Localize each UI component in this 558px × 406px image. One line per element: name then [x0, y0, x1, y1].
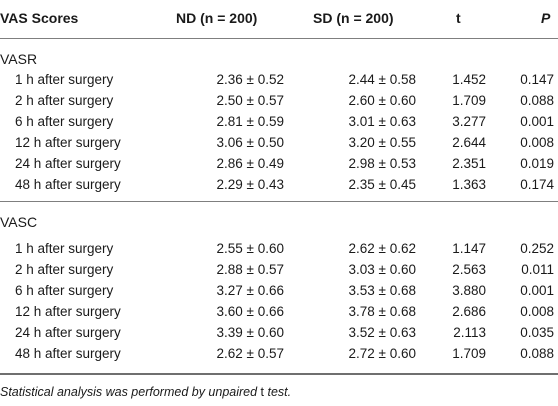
table-row: 12 h after surgery 3.06 ± 0.50 3.20 ± 0.… — [0, 133, 558, 153]
p-value: 0.008 — [520, 304, 554, 319]
row-time: 48 h after surgery — [15, 177, 121, 192]
row-time: 24 h after surgery — [15, 156, 121, 171]
nd-value: 3.06 ± 0.50 — [216, 135, 284, 150]
t-value: 1.452 — [452, 72, 486, 87]
nd-value: 3.27 ± 0.66 — [216, 283, 284, 298]
row-time: 2 h after surgery — [15, 262, 114, 277]
nd-value: 2.55 ± 0.60 — [216, 241, 284, 256]
sd-value: 3.78 ± 0.68 — [348, 304, 416, 319]
sd-value: 3.03 ± 0.60 — [348, 262, 416, 277]
nd-value: 2.36 ± 0.52 — [216, 72, 284, 87]
row-time: 48 h after surgery — [15, 346, 121, 361]
t-value: 1.709 — [452, 346, 486, 361]
nd-value: 2.29 ± 0.43 — [216, 177, 284, 192]
table-row: 12 h after surgery 3.60 ± 0.66 3.78 ± 0.… — [0, 302, 558, 322]
footnote-t-symbol: t — [260, 385, 265, 399]
column-header-sd: SD (n = 200) — [313, 10, 394, 26]
row-time: 12 h after surgery — [15, 304, 121, 319]
t-value: 1.363 — [452, 177, 486, 192]
group-label-vasr: VASR — [0, 51, 38, 67]
header-rule — [0, 38, 558, 39]
sd-value: 2.62 ± 0.62 — [348, 241, 416, 256]
footnote-text-before: Statistical analysis was performed by un… — [0, 385, 261, 399]
p-value: 0.011 — [521, 262, 554, 277]
table-row: 2 h after surgery 2.50 ± 0.57 2.60 ± 0.6… — [0, 91, 558, 111]
row-time: 12 h after surgery — [15, 135, 121, 150]
t-value: 2.644 — [452, 135, 486, 150]
sd-value: 3.52 ± 0.63 — [348, 325, 416, 340]
table-row: 6 h after surgery 3.27 ± 0.66 3.53 ± 0.6… — [0, 281, 558, 301]
nd-value: 2.88 ± 0.57 — [216, 262, 284, 277]
sd-value: 2.60 ± 0.60 — [348, 93, 416, 108]
p-value: 0.001 — [520, 114, 554, 129]
footnote-text-after: test. — [264, 385, 292, 399]
sd-value: 2.35 ± 0.45 — [348, 177, 416, 192]
t-value: 3.880 — [452, 283, 486, 298]
table-row: 48 h after surgery 2.29 ± 0.43 2.35 ± 0.… — [0, 175, 558, 195]
column-header-nd: ND (n = 200) — [176, 10, 258, 26]
nd-value: 2.81 ± 0.59 — [216, 114, 284, 129]
t-value: 3.277 — [452, 114, 486, 129]
row-time: 24 h after surgery — [15, 325, 121, 340]
p-value: 0.174 — [520, 177, 554, 192]
group-label-vasc: VASC — [0, 214, 38, 230]
row-time: 6 h after surgery — [15, 283, 114, 298]
p-value: 0.001 — [520, 283, 554, 298]
table-row: 48 h after surgery 2.62 ± 0.57 2.72 ± 0.… — [0, 344, 558, 364]
column-header-t: t — [456, 10, 461, 26]
p-value: 0.008 — [520, 135, 554, 150]
table-header-row: VAS Scores ND (n = 200) SD (n = 200) t P — [0, 8, 558, 28]
nd-value: 3.39 ± 0.60 — [216, 325, 284, 340]
t-value: 2.351 — [452, 156, 486, 171]
row-time: 1 h after surgery — [15, 72, 114, 87]
nd-value: 2.62 ± 0.57 — [216, 346, 284, 361]
nd-value: 2.50 ± 0.57 — [216, 93, 284, 108]
column-header-vas-scores: VAS Scores — [0, 10, 79, 26]
p-value: 0.088 — [520, 93, 554, 108]
t-value: 2.686 — [452, 304, 486, 319]
sd-value: 2.72 ± 0.60 — [348, 346, 416, 361]
t-value: 1.709 — [452, 93, 486, 108]
group-divider — [0, 201, 558, 202]
table-footnote: Statistical analysis was performed by un… — [0, 384, 291, 400]
sd-value: 3.01 ± 0.63 — [348, 114, 416, 129]
row-time: 1 h after surgery — [15, 241, 114, 256]
nd-value: 2.86 ± 0.49 — [216, 156, 284, 171]
table-row: 1 h after surgery 2.55 ± 0.60 2.62 ± 0.6… — [0, 239, 558, 259]
row-time: 6 h after surgery — [15, 114, 114, 129]
sd-value: 2.44 ± 0.58 — [348, 72, 416, 87]
sd-value: 3.20 ± 0.55 — [348, 135, 416, 150]
table-row: 2 h after surgery 2.88 ± 0.57 3.03 ± 0.6… — [0, 260, 558, 280]
t-value: 1.147 — [452, 241, 486, 256]
p-value: 0.019 — [520, 156, 554, 171]
table-row: 6 h after surgery 2.81 ± 0.59 3.01 ± 0.6… — [0, 112, 558, 132]
table-row: 24 h after surgery 3.39 ± 0.60 3.52 ± 0.… — [0, 323, 558, 343]
p-value: 0.035 — [520, 325, 554, 340]
row-time: 2 h after surgery — [15, 93, 114, 108]
nd-value: 3.60 ± 0.66 — [216, 304, 284, 319]
p-value: 0.088 — [520, 346, 554, 361]
t-value: 2.563 — [452, 262, 486, 277]
p-value: 0.252 — [520, 241, 554, 256]
table-row: 24 h after surgery 2.86 ± 0.49 2.98 ± 0.… — [0, 154, 558, 174]
column-header-p: P — [541, 10, 551, 26]
table-bottom-rule — [0, 373, 558, 375]
sd-value: 2.98 ± 0.53 — [348, 156, 416, 171]
t-value: 2.113 — [453, 325, 486, 340]
p-value: 0.147 — [520, 72, 554, 87]
table-row: 1 h after surgery 2.36 ± 0.52 2.44 ± 0.5… — [0, 70, 558, 90]
sd-value: 3.53 ± 0.68 — [348, 283, 416, 298]
